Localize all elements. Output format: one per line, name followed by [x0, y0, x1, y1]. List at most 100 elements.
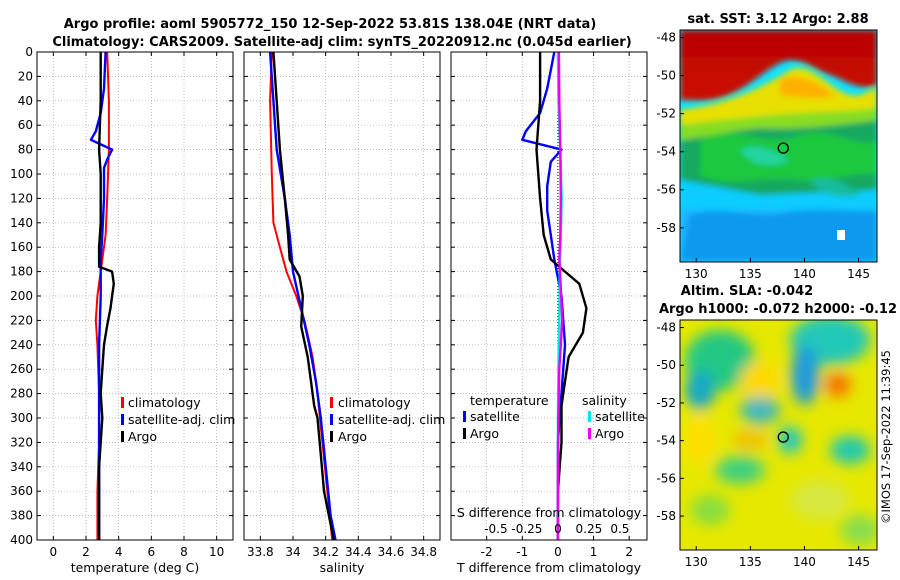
sla_map-ytick-label: -52 [656, 396, 676, 410]
sst_map-xtick-label: 140 [793, 267, 816, 281]
diff-series-3 [556, 51, 564, 540]
sst_map-xtick-label: 145 [847, 267, 870, 281]
sla_map-ytick-label: -48 [656, 321, 676, 335]
diff-legend-swatch [463, 411, 466, 422]
difference-panel: -2 -1 0 1 2T difference from climatology S di… [450, 51, 648, 575]
temp-legend-swatch [121, 431, 124, 442]
salinity-xtick-label: 34 [285, 545, 300, 559]
salinity-xtick-label: 34.6 [378, 545, 405, 559]
sla_map-xtick-label: 140 [793, 555, 816, 569]
diff-legend-swatch [588, 411, 591, 422]
sla_map-ytick-label: -50 [656, 358, 676, 372]
sal-frame [243, 51, 441, 541]
temperature-xtick-label: 10 [209, 545, 224, 559]
diff-s-tick-label: 0 [554, 522, 562, 536]
depth-tick-label: 240 [10, 338, 33, 352]
temp-legend-swatch [121, 414, 124, 425]
sla_map-ytick-label: -58 [656, 509, 676, 523]
diff-legend-header-sal: salinity [582, 393, 627, 408]
depth-tick-label: 340 [10, 460, 33, 474]
temp-series-2 [97, 52, 116, 540]
diff-s-tick-label: -0.25 [511, 522, 542, 536]
temperature-xtick-label: 6 [148, 545, 156, 559]
depth-tick-label: 280 [10, 387, 33, 401]
depth-tick-label: 380 [10, 509, 33, 523]
sla_map-ytick-label: -54 [656, 434, 676, 448]
sal-legend-label: satellite-adj. clim [338, 412, 445, 427]
diff-legend-label: Argo [470, 426, 499, 441]
sal-legend-label: climatology [338, 395, 411, 410]
difference-xtick-label: -2 [481, 545, 493, 559]
depth-tick-label: 100 [10, 167, 33, 181]
difference-xtick-label: 1 [590, 545, 598, 559]
sla_map-xtick-label: 130 [685, 555, 708, 569]
diff-s-tick-label: -0.5 [484, 522, 507, 536]
difference-xtick-label: 0 [554, 545, 562, 559]
depth-tick-label: 120 [10, 191, 33, 205]
diff-s-tick-label: 0.25 [576, 522, 603, 536]
sla-map-subtitle: Argo h1000: -0.072 h2000: -0.12 [659, 302, 897, 317]
depth-tick-label: 20 [18, 69, 33, 83]
depth-tick-label: 80 [18, 143, 33, 157]
sla_map-ytick-label: -56 [656, 471, 676, 485]
temperature-xtick-label: 2 [82, 545, 90, 559]
salinity-xtick-label: 34.2 [312, 545, 339, 559]
temperature-xtick-label: 8 [180, 545, 188, 559]
diff-series-1 [535, 52, 588, 540]
sst_map-xtick-label: 130 [685, 267, 708, 281]
sst_map-xtick-label: 135 [739, 267, 762, 281]
salinity-panel: 33.8 34 34.2 34.4 34.6 34.8 salinity climatolog… [243, 51, 445, 575]
depth-tick-label: 400 [10, 533, 33, 547]
diff-legend-swatch [588, 428, 591, 439]
diff-s-axis-title: S difference from climatology [457, 505, 642, 520]
difference-xtick-label: 2 [625, 545, 633, 559]
sst_map-ytick-label: -50 [656, 69, 676, 83]
sla_map-xtick-label: 135 [739, 555, 762, 569]
temp-legend-label: satellite-adj. clim [128, 412, 235, 427]
depth-tick-label: 0 [25, 45, 33, 59]
depth-tick-label: 160 [10, 240, 33, 254]
salinity-xtick-label: 34.8 [410, 545, 437, 559]
diff-frame [450, 51, 648, 541]
temperature-panel: 0 2 4 6 8 10020406080100120140160180200220240… [10, 45, 235, 575]
depth-tick-label: 140 [10, 216, 33, 230]
figure-title-line1: Argo profile: aoml 5905772_150 12-Sep-20… [64, 17, 597, 32]
sal-series-2 [272, 51, 335, 541]
sla-map-panel: Altim. SLA: -0.042 Argo h1000: -0.072 h2… [656, 284, 897, 569]
temp-legend-swatch [121, 397, 124, 408]
sst-map-panel: sat. SST: 3.12 Argo: 2.88 130 135 140 145 -4… [656, 12, 878, 281]
sst_map-ytick-label: -54 [656, 145, 676, 159]
salinity-xtick-label: 34.4 [345, 545, 372, 559]
sla-argo-location-marker [777, 431, 789, 443]
depth-tick-label: 260 [10, 362, 33, 376]
temp-frame [36, 51, 234, 541]
sla_map-xtick-label: 145 [847, 555, 870, 569]
sst_map-ytick-label: -56 [656, 183, 676, 197]
temperature-xlabel: temperature (deg C) [71, 560, 200, 575]
diff-legend-swatch [463, 428, 466, 439]
sst_map-ytick-label: -52 [656, 107, 676, 121]
diff-legend-label: satellite [470, 409, 520, 424]
diff-legend-label: satellite [595, 409, 645, 424]
depth-tick-label: 200 [10, 289, 33, 303]
depth-tick-label: 40 [18, 94, 33, 108]
sst_map-ytick-label: -48 [656, 31, 676, 45]
difference-xlabel: T difference from climatology [456, 560, 642, 575]
figure-title-line2: Climatology: CARS2009. Satellite-adj cli… [52, 35, 631, 50]
sst_map-ytick-label: -58 [656, 221, 676, 235]
temp-legend-label: climatology [128, 395, 201, 410]
depth-tick-label: 360 [10, 484, 33, 498]
sst-argo-location-marker [777, 142, 789, 154]
sst-map-title: sat. SST: 3.12 Argo: 2.88 [687, 12, 868, 27]
sal-legend-swatch [330, 431, 333, 442]
sal-legend-label: Argo [338, 429, 367, 444]
sal-legend-swatch [330, 397, 333, 408]
depth-tick-label: 300 [10, 411, 33, 425]
temperature-xtick-label: 4 [115, 545, 123, 559]
difference-xtick-label: -1 [516, 545, 528, 559]
temp-legend-label: Argo [128, 429, 157, 444]
depth-tick-label: 180 [10, 265, 33, 279]
sal-legend-swatch [330, 414, 333, 425]
copyright-stamp: ©IMOS 17-Sep-2022 11:39:45 [879, 350, 893, 524]
